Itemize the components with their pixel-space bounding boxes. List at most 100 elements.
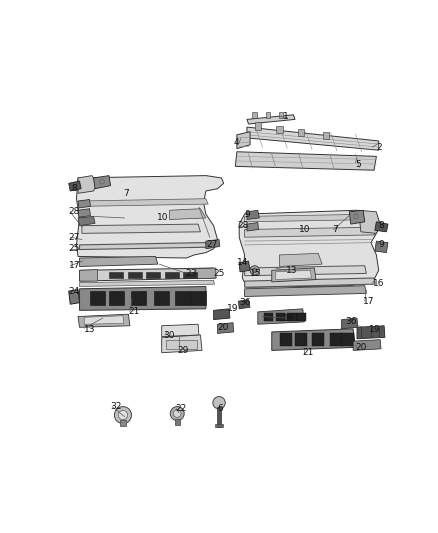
Text: 10: 10 [299, 225, 311, 234]
Text: 8: 8 [72, 184, 78, 193]
Text: 9: 9 [379, 240, 385, 249]
Bar [276, 126, 283, 133]
Polygon shape [330, 334, 342, 346]
Polygon shape [80, 268, 216, 281]
Polygon shape [69, 289, 80, 304]
Text: 7: 7 [123, 189, 129, 198]
Polygon shape [80, 287, 206, 310]
Polygon shape [245, 214, 377, 222]
Polygon shape [214, 309, 230, 320]
Text: 13: 13 [286, 266, 297, 275]
Polygon shape [238, 300, 250, 309]
Polygon shape [295, 334, 307, 346]
Polygon shape [78, 199, 90, 208]
Text: 6: 6 [218, 405, 223, 414]
Text: 20: 20 [356, 343, 367, 352]
Text: 30: 30 [163, 330, 175, 340]
Text: 28: 28 [69, 207, 80, 216]
Text: 16: 16 [372, 279, 384, 288]
Text: 17: 17 [363, 297, 374, 305]
Polygon shape [279, 334, 292, 346]
Polygon shape [276, 313, 285, 321]
Text: 15: 15 [250, 269, 261, 278]
Polygon shape [162, 324, 199, 336]
Polygon shape [247, 115, 295, 124]
Polygon shape [297, 313, 306, 321]
Polygon shape [264, 313, 273, 321]
Bar [215, 424, 223, 427]
Polygon shape [312, 334, 325, 346]
Polygon shape [84, 316, 124, 324]
Polygon shape [357, 326, 385, 339]
Text: 36: 36 [346, 318, 357, 326]
Text: 23: 23 [185, 269, 196, 278]
Polygon shape [247, 210, 259, 220]
Text: 5: 5 [356, 159, 361, 168]
Polygon shape [247, 127, 379, 150]
Polygon shape [80, 199, 208, 206]
Text: 21: 21 [303, 348, 314, 357]
Text: 20: 20 [218, 323, 229, 332]
Polygon shape [239, 210, 380, 287]
Text: 28: 28 [237, 221, 248, 230]
Polygon shape [109, 291, 124, 305]
Polygon shape [276, 270, 311, 280]
Text: 18: 18 [283, 313, 295, 322]
Text: 7: 7 [332, 225, 338, 234]
Text: 22: 22 [175, 405, 186, 414]
Bar [166, 340, 197, 349]
Text: 10: 10 [157, 213, 169, 222]
Polygon shape [218, 322, 234, 334]
Polygon shape [245, 286, 366, 296]
Circle shape [173, 410, 181, 417]
Text: 19: 19 [369, 325, 381, 334]
Polygon shape [349, 210, 365, 224]
Polygon shape [80, 243, 207, 249]
Bar [175, 419, 180, 425]
Text: 27: 27 [69, 233, 80, 241]
Polygon shape [375, 222, 388, 232]
Text: 27: 27 [206, 240, 217, 249]
Bar [298, 128, 304, 136]
Circle shape [250, 265, 259, 275]
Polygon shape [287, 313, 297, 321]
Polygon shape [245, 278, 375, 287]
Text: 25: 25 [214, 269, 225, 278]
Circle shape [213, 397, 225, 409]
Text: 13: 13 [84, 325, 95, 334]
Circle shape [170, 407, 184, 421]
Polygon shape [235, 152, 376, 170]
Text: 29: 29 [177, 346, 189, 355]
Text: 36: 36 [239, 298, 251, 307]
Polygon shape [245, 265, 366, 276]
Polygon shape [196, 268, 216, 279]
Polygon shape [272, 329, 356, 350]
Polygon shape [342, 334, 354, 346]
Polygon shape [78, 216, 95, 225]
Polygon shape [154, 291, 170, 305]
Polygon shape [272, 268, 316, 282]
Polygon shape [162, 335, 202, 353]
Polygon shape [258, 309, 304, 324]
Polygon shape [80, 270, 97, 281]
Polygon shape [237, 132, 250, 149]
Text: 25: 25 [69, 244, 80, 253]
Bar [323, 132, 329, 140]
Bar [217, 407, 221, 426]
Polygon shape [131, 291, 146, 305]
Polygon shape [109, 272, 123, 278]
Text: 9: 9 [245, 209, 251, 219]
Polygon shape [77, 175, 224, 258]
Polygon shape [342, 318, 358, 329]
Polygon shape [170, 209, 206, 220]
Polygon shape [78, 175, 97, 193]
Polygon shape [191, 291, 206, 305]
Polygon shape [175, 291, 191, 305]
Polygon shape [128, 272, 142, 278]
Bar [252, 112, 257, 118]
Polygon shape [80, 280, 214, 287]
Text: 1: 1 [283, 112, 289, 121]
Text: 4: 4 [233, 138, 239, 147]
Polygon shape [78, 209, 90, 217]
Polygon shape [245, 227, 375, 237]
